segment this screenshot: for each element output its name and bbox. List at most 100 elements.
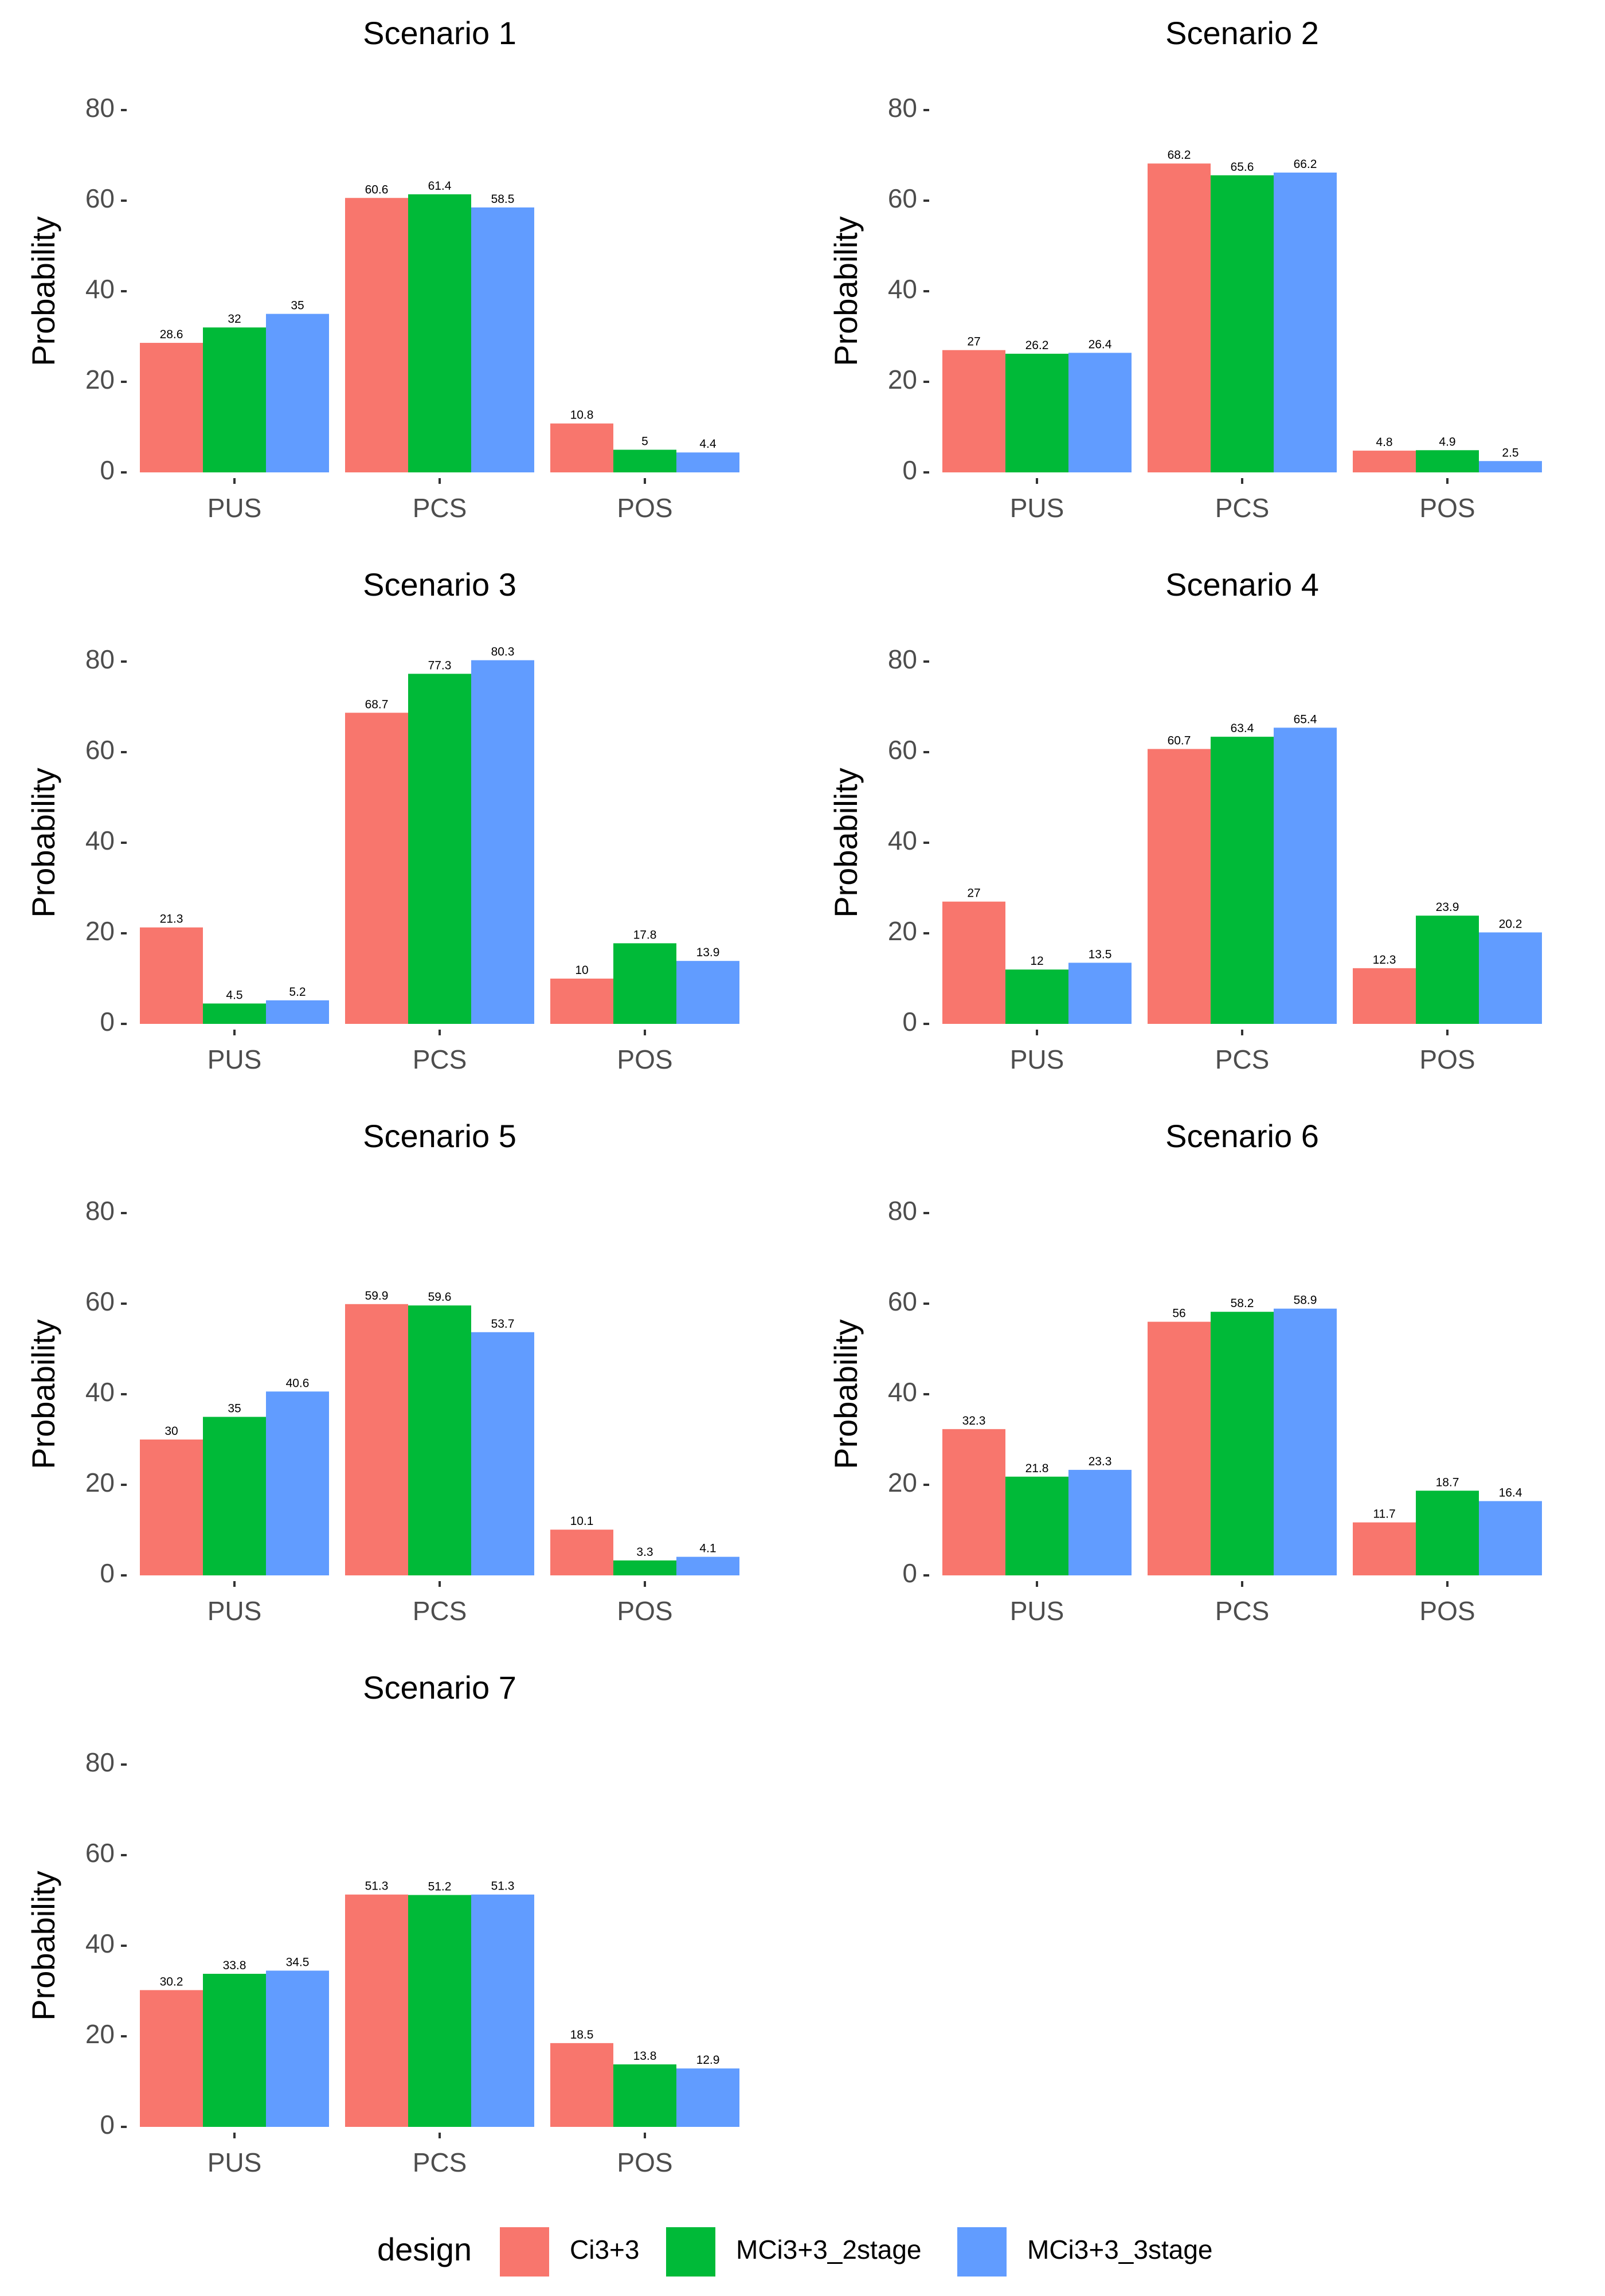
panel-5-data-label-pcs-mci3-3-2stage: 59.6 bbox=[428, 1290, 452, 1304]
panel-4-data-label-pcs-mci3-3-2stage: 63.4 bbox=[1231, 722, 1254, 735]
panel-7-data-label-pos-mci3-3-2stage: 13.8 bbox=[633, 2049, 657, 2063]
panel-7-data-label-pos-ci3-3: 18.5 bbox=[570, 2028, 594, 2041]
panel-5-data-label-pus-mci3-3-3stage: 40.6 bbox=[286, 1376, 310, 1390]
panel-6-title: Scenario 6 bbox=[1165, 1118, 1319, 1154]
panel-6-data-label-pcs-mci3-3-3stage: 58.9 bbox=[1294, 1294, 1317, 1307]
panel-1-data-label-pcs-mci3-3-3stage: 58.5 bbox=[491, 193, 515, 206]
panel-2-bar-pos-mci3-3-3stage bbox=[1479, 461, 1542, 472]
panel-4-data-label-pus-mci3-3-3stage: 13.5 bbox=[1089, 948, 1112, 961]
panel-4-y-tick-label-20: 20 bbox=[888, 916, 917, 946]
panel-2-bar-pus-mci3-3-2stage bbox=[1005, 354, 1068, 472]
panel-5-title: Scenario 5 bbox=[363, 1118, 516, 1154]
panel-2-data-label-pos-mci3-3-2stage: 4.9 bbox=[1439, 435, 1455, 448]
panel-7-data-label-pcs-mci3-3-3stage: 51.3 bbox=[491, 1880, 515, 1893]
panel-3-bar-pus-mci3-3-3stage bbox=[266, 1000, 329, 1024]
panel-4-bar-pos-mci3-3-2stage bbox=[1416, 916, 1479, 1024]
panel-2-y-tick-label-60: 60 bbox=[888, 183, 917, 213]
panel-5-y-axis-title: Probability bbox=[25, 1319, 61, 1469]
panel-6-data-label-pos-mci3-3-2stage: 18.7 bbox=[1436, 1476, 1459, 1489]
panel-2-x-tick-label-pus: PUS bbox=[1010, 493, 1064, 523]
panel-4-bar-pcs-mci3-3-2stage bbox=[1211, 737, 1274, 1024]
panel-6-bar-pos-mci3-3-2stage bbox=[1416, 1491, 1479, 1575]
panel-7-data-label-pcs-ci3-3: 51.3 bbox=[365, 1880, 389, 1893]
panel-3-y-tick-label-40: 40 bbox=[85, 826, 115, 855]
panel-7-bar-pcs-ci3-3 bbox=[345, 1894, 408, 2127]
panel-5-y-tick-label-20: 20 bbox=[85, 1468, 115, 1497]
panel-1-data-label-pcs-ci3-3: 60.6 bbox=[365, 183, 389, 196]
panel-7-y-tick-label-60: 60 bbox=[85, 1838, 115, 1868]
panel-7-bar-pcs-mci3-3-3stage bbox=[471, 1894, 534, 2127]
panel-6-x-tick-label-pos: POS bbox=[1419, 1596, 1475, 1626]
panel-3-x-tick-label-pos: POS bbox=[617, 1045, 672, 1074]
panel-6-data-label-pcs-mci3-3-2stage: 58.2 bbox=[1231, 1297, 1254, 1310]
panel-5-data-label-pos-mci3-3-3stage: 4.1 bbox=[699, 1542, 716, 1555]
panel-1-bar-pos-mci3-3-2stage bbox=[613, 449, 676, 472]
panel-6-data-label-pos-mci3-3-3stage: 16.4 bbox=[1499, 1486, 1522, 1499]
panel-2-data-label-pcs-ci3-3: 68.2 bbox=[1168, 148, 1191, 162]
panel-4-x-tick-label-pos: POS bbox=[1419, 1045, 1475, 1074]
panel-4-data-label-pos-ci3-3: 12.3 bbox=[1373, 953, 1396, 967]
panel-3-y-tick-label-60: 60 bbox=[85, 735, 115, 765]
panel-6-bar-pos-mci3-3-3stage bbox=[1479, 1501, 1542, 1575]
panel-4-data-label-pos-mci3-3-3stage: 20.2 bbox=[1499, 917, 1522, 930]
panel-2-x-tick-label-pcs: PCS bbox=[1215, 493, 1270, 523]
legend-key-mci3-3-3stage bbox=[957, 2227, 1007, 2277]
panel-3-x-tick-label-pus: PUS bbox=[208, 1045, 262, 1074]
panel-5-data-label-pcs-mci3-3-3stage: 53.7 bbox=[491, 1317, 515, 1331]
panel-3-y-tick-label-80: 80 bbox=[85, 644, 115, 674]
panel-2-x-tick-label-pos: POS bbox=[1419, 493, 1475, 523]
panel-1-bar-pcs-mci3-3-3stage bbox=[471, 207, 534, 472]
panel-1-data-label-pus-ci3-3: 28.6 bbox=[160, 328, 183, 341]
panel-3-bar-pcs-ci3-3 bbox=[345, 713, 408, 1024]
panel-2-data-label-pcs-mci3-3-3stage: 66.2 bbox=[1294, 158, 1317, 171]
panel-6-x-tick-label-pcs: PCS bbox=[1215, 1596, 1270, 1626]
panel-5-data-label-pus-ci3-3: 30 bbox=[165, 1425, 178, 1438]
legend-label-mci3-3-3stage: MCi3+3_3stage bbox=[1027, 2235, 1212, 2264]
panel-2-y-tick-label-40: 40 bbox=[888, 274, 917, 304]
panel-4-data-label-pcs-mci3-3-3stage: 65.4 bbox=[1294, 713, 1317, 726]
panel-4-bar-pus-mci3-3-3stage bbox=[1068, 963, 1132, 1024]
panel-1-bar-pus-ci3-3 bbox=[140, 343, 203, 472]
panel-4-bar-pus-ci3-3 bbox=[942, 901, 1005, 1024]
panel-1-x-tick-label-pcs: PCS bbox=[413, 493, 467, 523]
panel-7-x-tick-label-pus: PUS bbox=[208, 2148, 262, 2177]
panel-7-x-tick-label-pos: POS bbox=[617, 2148, 672, 2177]
panel-1-y-tick-label-40: 40 bbox=[85, 274, 115, 304]
panel-2-bar-pcs-mci3-3-2stage bbox=[1211, 175, 1274, 472]
panel-2-data-label-pus-mci3-3-2stage: 26.2 bbox=[1025, 339, 1049, 352]
panel-3-data-label-pus-ci3-3: 21.3 bbox=[160, 913, 183, 926]
panel-4-y-tick-label-60: 60 bbox=[888, 735, 917, 765]
panel-5-y-tick-label-60: 60 bbox=[85, 1286, 115, 1316]
panel-5-y-tick-label-40: 40 bbox=[85, 1377, 115, 1407]
panel-7-bar-pus-mci3-3-2stage bbox=[203, 1973, 266, 2127]
panel-2-data-label-pus-ci3-3: 27 bbox=[967, 335, 980, 349]
panel-7-data-label-pos-mci3-3-3stage: 12.9 bbox=[696, 2054, 720, 2067]
panel-6-bar-pcs-mci3-3-3stage bbox=[1274, 1308, 1337, 1575]
panel-6-bar-pcs-ci3-3 bbox=[1148, 1321, 1211, 1575]
panel-7-bar-pcs-mci3-3-2stage bbox=[408, 1895, 471, 2127]
panel-3-data-label-pos-ci3-3: 10 bbox=[575, 964, 588, 977]
panel-6-data-label-pus-ci3-3: 32.3 bbox=[962, 1414, 986, 1427]
panel-7-y-tick-label-80: 80 bbox=[85, 1747, 115, 1777]
panel-7-title: Scenario 7 bbox=[363, 1669, 516, 1706]
panel-2-data-label-pos-mci3-3-3stage: 2.5 bbox=[1502, 446, 1518, 459]
panel-1-x-tick-label-pos: POS bbox=[617, 493, 672, 523]
panel-2-bar-pos-ci3-3 bbox=[1353, 451, 1416, 472]
panel-2-bar-pus-ci3-3 bbox=[942, 350, 1005, 472]
panel-5-bar-pcs-mci3-3-2stage bbox=[408, 1305, 471, 1575]
panel-4-bar-pos-mci3-3-3stage bbox=[1479, 932, 1542, 1024]
panel-6-data-label-pos-ci3-3: 11.7 bbox=[1373, 1508, 1395, 1521]
panel-3-data-label-pus-mci3-3-3stage: 5.2 bbox=[289, 985, 306, 999]
panel-4-bar-pcs-ci3-3 bbox=[1148, 749, 1211, 1024]
panel-5-bar-pos-mci3-3-3stage bbox=[676, 1556, 739, 1575]
panel-6-x-tick-label-pus: PUS bbox=[1010, 1596, 1064, 1626]
panel-6-y-tick-label-40: 40 bbox=[888, 1377, 917, 1407]
panel-2-data-label-pus-mci3-3-3stage: 26.4 bbox=[1089, 338, 1112, 351]
panel-1-bar-pos-mci3-3-3stage bbox=[676, 452, 739, 472]
legend-key-ci3-3 bbox=[500, 2227, 549, 2277]
panel-5-bar-pus-mci3-3-3stage bbox=[266, 1391, 329, 1575]
panel-3-data-label-pus-mci3-3-2stage: 4.5 bbox=[226, 988, 242, 1002]
panel-1-y-tick-label-60: 60 bbox=[85, 183, 115, 213]
panel-1-y-axis-title: Probability bbox=[25, 216, 61, 366]
